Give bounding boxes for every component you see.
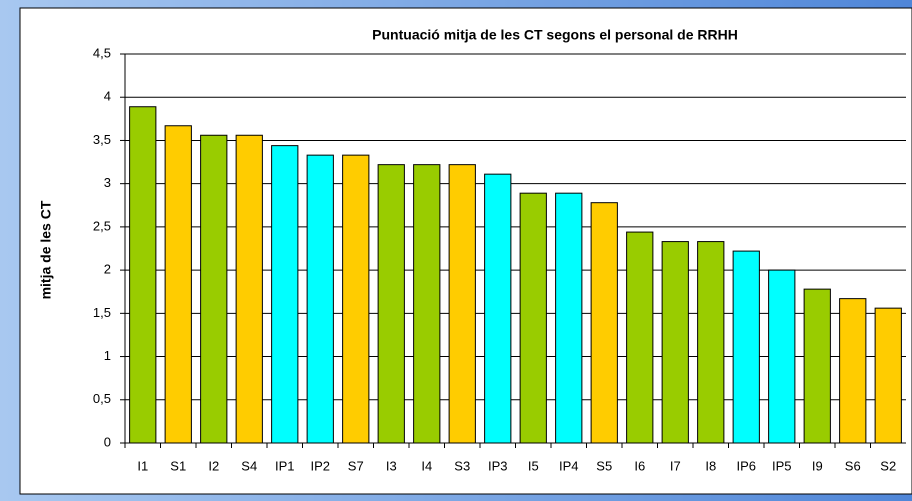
x-tick-label: I8 bbox=[705, 458, 716, 473]
x-tick-label: I2 bbox=[208, 458, 219, 473]
bar bbox=[235, 134, 263, 444]
bar bbox=[555, 192, 583, 444]
bar bbox=[874, 307, 902, 444]
x-tick-label: S2 bbox=[880, 458, 896, 473]
bar bbox=[484, 173, 512, 444]
y-tick-label: 2,5 bbox=[93, 218, 111, 233]
x-tick-label: IP2 bbox=[310, 458, 330, 473]
y-tick-label: 4,5 bbox=[93, 45, 111, 60]
bar bbox=[306, 154, 334, 444]
bar bbox=[129, 106, 157, 444]
x-tick-label: IP5 bbox=[772, 458, 792, 473]
bar bbox=[697, 241, 725, 444]
bar bbox=[164, 125, 192, 444]
y-axis-label: mitja de les CT bbox=[38, 200, 54, 299]
x-tick-label: IP3 bbox=[488, 458, 508, 473]
x-tick-label: S6 bbox=[845, 458, 861, 473]
x-tick-label: S1 bbox=[170, 458, 186, 473]
y-tick-label: 0 bbox=[104, 434, 111, 449]
y-tick-label: 2 bbox=[104, 262, 111, 277]
y-tick-label: 3 bbox=[104, 175, 111, 190]
bar bbox=[839, 298, 867, 444]
y-tick-label: 0,5 bbox=[93, 391, 111, 406]
bar bbox=[732, 250, 760, 444]
x-tick-label: I7 bbox=[670, 458, 681, 473]
y-tick-label: 3,5 bbox=[93, 132, 111, 147]
x-tick-label: IP1 bbox=[275, 458, 295, 473]
y-tick-label: 1,5 bbox=[93, 305, 111, 320]
x-tick-label: S7 bbox=[348, 458, 364, 473]
x-tick-label: IP6 bbox=[736, 458, 756, 473]
x-tick-label: I6 bbox=[634, 458, 645, 473]
x-tick-label: I1 bbox=[137, 458, 148, 473]
bar bbox=[200, 134, 228, 444]
bar bbox=[661, 241, 689, 444]
bar bbox=[377, 164, 405, 444]
bar bbox=[413, 164, 441, 444]
y-tick-label: 4 bbox=[104, 89, 111, 104]
bar bbox=[342, 154, 370, 444]
bar bbox=[519, 192, 547, 444]
bar bbox=[626, 231, 654, 444]
bar bbox=[803, 288, 831, 444]
x-tick-label: I9 bbox=[812, 458, 823, 473]
chart-title: Puntuació mitja de les CT segons el pers… bbox=[372, 27, 738, 43]
x-tick-label: I3 bbox=[386, 458, 397, 473]
bar bbox=[590, 202, 618, 444]
x-tick-label: IP4 bbox=[559, 458, 579, 473]
x-tick-label: S5 bbox=[596, 458, 612, 473]
bar bbox=[271, 145, 299, 444]
y-tick-label: 1 bbox=[104, 348, 111, 363]
x-tick-label: I5 bbox=[528, 458, 539, 473]
bar bbox=[768, 269, 796, 444]
x-tick-label: I4 bbox=[421, 458, 432, 473]
x-tick-label: S4 bbox=[241, 458, 257, 473]
bar bbox=[448, 164, 476, 444]
x-tick-label: S3 bbox=[454, 458, 470, 473]
